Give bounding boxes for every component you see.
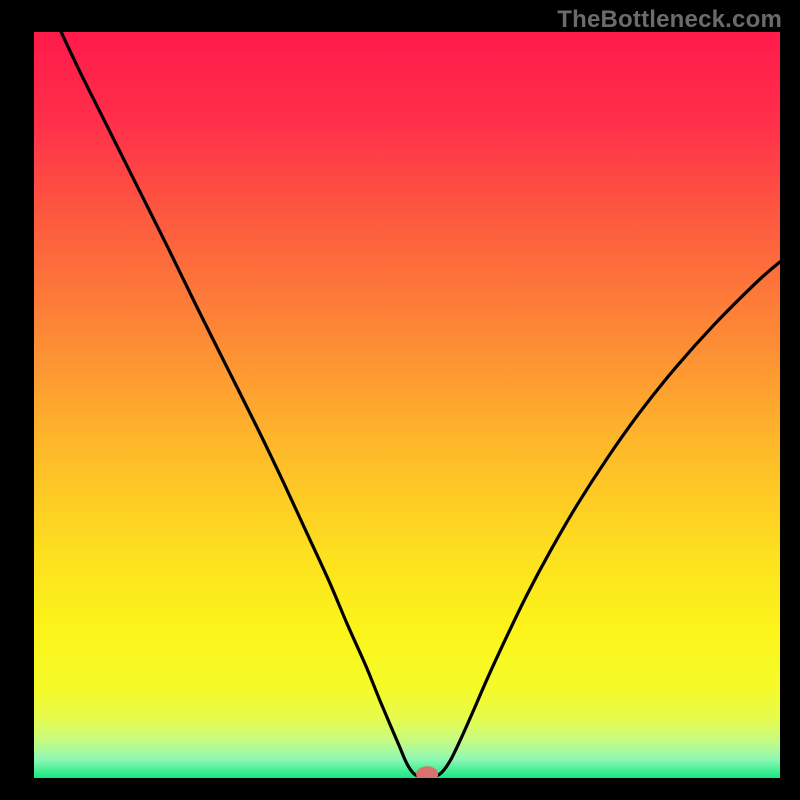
chart-svg [34, 32, 780, 778]
gradient-background [34, 32, 780, 778]
watermark-text: TheBottleneck.com [557, 6, 782, 34]
chart-frame: TheBottleneck.com [0, 0, 800, 800]
plot-area [34, 32, 780, 778]
